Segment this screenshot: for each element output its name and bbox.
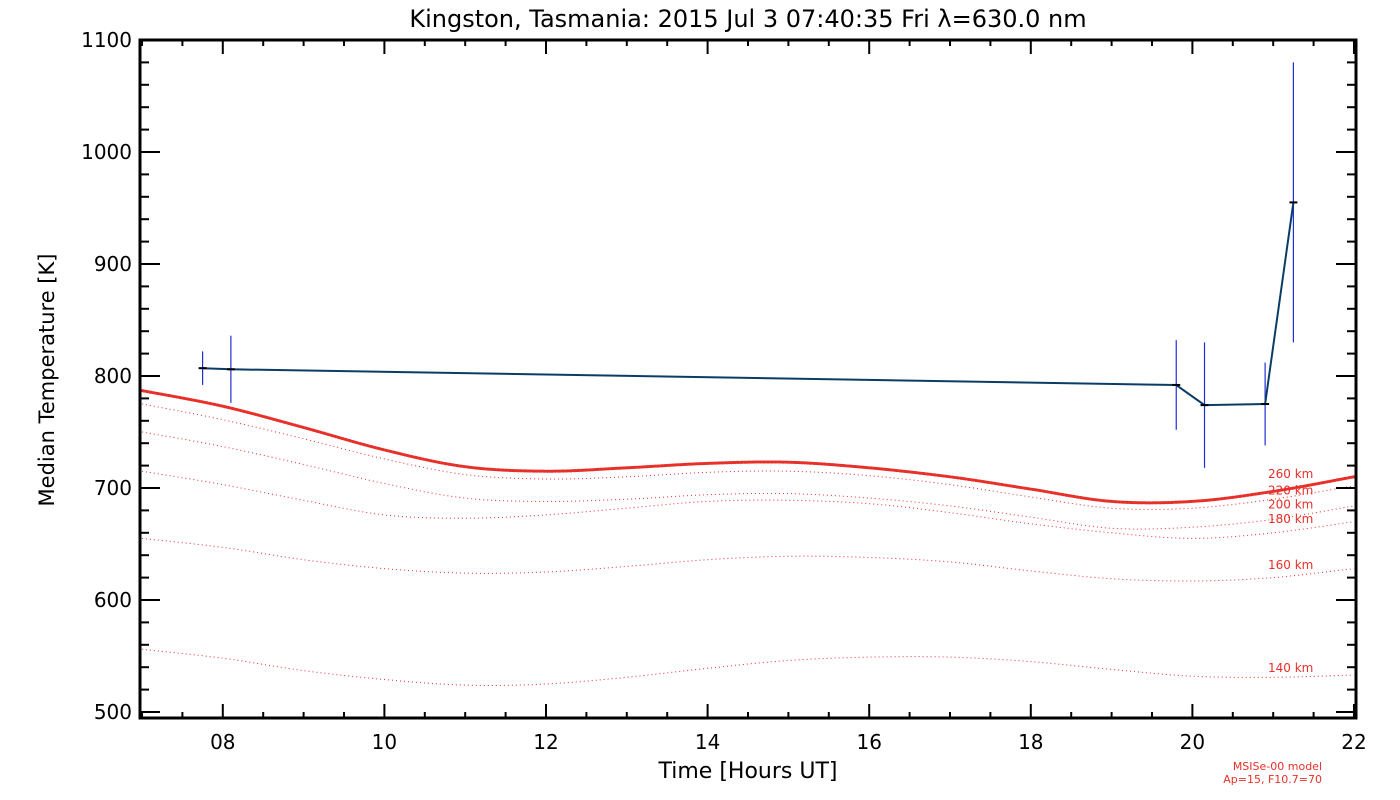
model-label-180-km: 180 km [1268, 512, 1313, 526]
model-curve-260-km [140, 389, 1356, 505]
y-tick-label: 1100 [81, 28, 132, 52]
y-tick-label: 800 [94, 364, 132, 388]
x-tick-label: 16 [856, 730, 881, 754]
y-tick-label: 600 [94, 588, 132, 612]
y-axis-label: Median Temperature [K] [35, 254, 59, 507]
measured-line [202, 202, 1295, 407]
y-tick-label: 700 [94, 476, 132, 500]
x-tick-label: 18 [1018, 730, 1043, 754]
y-tick-label: 500 [94, 700, 132, 724]
model-label-220-km: 220 km [1268, 484, 1313, 498]
x-tick-label: 12 [533, 730, 558, 754]
y-tick-label: 1000 [81, 140, 132, 164]
x-axis-label: Time [Hours UT] [658, 759, 838, 784]
chart-title: Kingston, Tasmania: 2015 Jul 3 07:40:35 … [409, 5, 1086, 33]
x-tick-label: 14 [695, 730, 720, 754]
model-note-line-2: Ap=15, F10.7=70 [1223, 773, 1322, 786]
model-curve-220-km [141, 403, 1355, 510]
model-label-140-km: 140 km [1268, 661, 1313, 675]
model-note-line-1: MSISe-00 model [1233, 760, 1322, 773]
model-label-160-km: 160 km [1268, 558, 1313, 572]
model-curve-140-km [141, 648, 1355, 686]
x-tick-label: 08 [210, 730, 235, 754]
x-tick-label: 22 [1341, 730, 1366, 754]
x-tick-label: 10 [372, 730, 397, 754]
x-tick-label: 20 [1180, 730, 1205, 754]
y-tick-label: 900 [94, 252, 132, 276]
model-label-260-km: 260 km [1268, 467, 1313, 481]
model-label-200-km: 200 km [1268, 498, 1313, 512]
